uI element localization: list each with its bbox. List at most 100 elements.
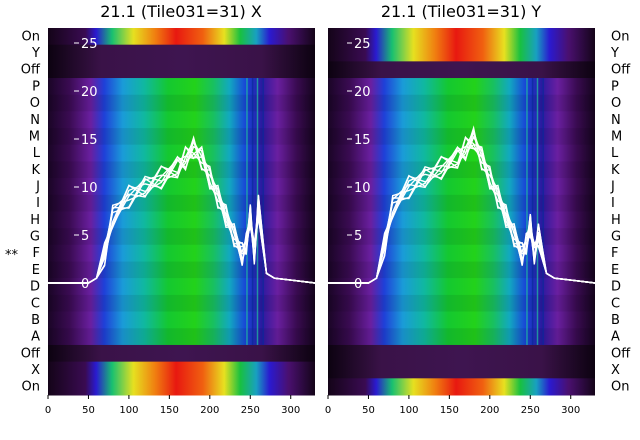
- row-label-20: X: [31, 363, 40, 378]
- heatmap-row-9: [328, 178, 595, 196]
- overlay-tick-label-0: 25: [354, 37, 371, 52]
- row-label-15: D: [611, 280, 621, 295]
- row-label-5: N: [30, 113, 40, 128]
- overlay-line-7: [328, 143, 596, 284]
- heatmap-row-18: [328, 328, 595, 346]
- heatmap-row-19: [328, 344, 595, 363]
- row-label-1: Y: [610, 46, 619, 61]
- heatmap-row-2: [48, 61, 315, 79]
- heatmap-row-1: [48, 44, 315, 62]
- chart-title-right: 21.1 (Tile031=31) Y: [381, 2, 542, 21]
- row-label-10: I: [36, 196, 40, 211]
- row-label-0: On: [22, 29, 40, 44]
- x-tick-label-0: 0: [325, 405, 331, 416]
- row-label-19: Off: [21, 346, 41, 361]
- overlay-tick-label-0: 25: [81, 37, 98, 52]
- heatmap-row-shade-8: [328, 161, 595, 179]
- x-tick-label-3: 150: [160, 405, 179, 416]
- heatmap-stripe-2: [536, 78, 539, 345]
- x-tick-label-2: 100: [119, 405, 138, 416]
- heatmap-row-shade-4: [48, 94, 315, 112]
- overlay-tick-label-1: 20: [354, 85, 371, 100]
- row-label-2: Off: [21, 63, 41, 78]
- heatmap-row-19: [48, 344, 315, 363]
- row-label-6: M: [611, 129, 622, 144]
- chart-title-left: 21.1 (Tile031=31) X: [100, 2, 262, 21]
- row-label-7: L: [611, 146, 619, 161]
- row-label-0: On: [611, 29, 629, 44]
- row-label-8: K: [611, 163, 620, 178]
- overlay-tick-label-5: 0: [354, 277, 362, 292]
- heatmap-row-shade-14: [48, 261, 315, 279]
- heatmap-row-1: [328, 44, 595, 62]
- heatmap-row-shade-10: [48, 194, 315, 212]
- heatmap-row-0: [48, 28, 315, 46]
- heatmap-stripe-3: [542, 78, 544, 345]
- heatmap-row-21: [48, 378, 315, 396]
- heatmap-row-5: [48, 111, 315, 129]
- x-tick-label-4: 200: [480, 405, 499, 416]
- row-label-3: P: [32, 79, 40, 94]
- row-label-18: A: [611, 330, 620, 345]
- x-tick-label-5: 250: [521, 405, 540, 416]
- row-label-2: Off: [611, 63, 631, 78]
- row-label-18: A: [31, 330, 40, 345]
- heatmap-row-3: [328, 78, 595, 96]
- heatmap-row-20: [48, 361, 315, 379]
- row-label-10: I: [611, 196, 615, 211]
- marked-row-indicator: **: [5, 248, 19, 263]
- heatmap-row-shade-6: [328, 128, 595, 145]
- heatmap-stripe-1: [251, 78, 254, 345]
- heatmap-row-16: [48, 294, 315, 313]
- heatmap-row-11: [328, 211, 595, 229]
- row-label-14: E: [32, 263, 40, 278]
- row-label-15: D: [30, 280, 40, 295]
- row-label-19: Off: [611, 346, 631, 361]
- row-label-17: B: [611, 313, 620, 328]
- heatmap-row-2: [328, 61, 595, 79]
- row-label-16: C: [611, 296, 620, 311]
- heatmap-row-shade-6: [48, 128, 315, 145]
- row-label-4: O: [30, 96, 40, 111]
- x-tick-label-5: 250: [241, 405, 260, 416]
- heatmap-row-4: [328, 94, 595, 112]
- heatmap-row-6: [48, 128, 315, 146]
- heatmap-row-6: [328, 128, 595, 146]
- overlay-tick-label-2: 15: [81, 133, 98, 148]
- x-tick-label-1: 50: [362, 405, 375, 416]
- row-label-4: O: [611, 96, 621, 111]
- row-label-3: P: [611, 79, 619, 94]
- heatmap-row-15: [328, 278, 595, 296]
- heatmap-row-shade-8: [48, 161, 315, 179]
- overlay-tick-label-2: 15: [354, 133, 371, 148]
- x-tick-label-6: 300: [561, 405, 580, 416]
- overlay-tick-label-4: 5: [354, 229, 362, 244]
- row-label-12: G: [30, 230, 40, 245]
- x-tick-label-6: 300: [281, 405, 300, 416]
- x-tick-label-0: 0: [45, 405, 51, 416]
- heatmap-row-5: [328, 111, 595, 129]
- row-label-21: On: [611, 380, 629, 395]
- overlay-tick-label-5: 0: [81, 277, 89, 292]
- row-label-11: H: [611, 213, 621, 228]
- row-label-13: F: [611, 246, 618, 261]
- row-label-12: G: [611, 230, 621, 245]
- heatmap-row-4: [48, 94, 315, 112]
- row-label-14: E: [611, 263, 619, 278]
- row-label-5: N: [611, 113, 621, 128]
- heatmap-row-14: [48, 261, 315, 279]
- heatmap-stripe-0: [246, 78, 248, 345]
- heatmap-row-14: [328, 261, 595, 279]
- heatmap-row-13: [328, 244, 595, 263]
- x-tick-label-3: 150: [440, 405, 459, 416]
- row-label-11: H: [30, 213, 40, 228]
- overlay-tick-label-3: 10: [81, 181, 98, 196]
- heatmap-row-shade-16: [48, 294, 315, 312]
- heatmap-row-9: [48, 178, 315, 196]
- heatmap-row-18: [48, 328, 315, 346]
- heatmap-row-21: [328, 378, 595, 396]
- heatmap-row-0: [328, 28, 595, 46]
- heatmap-stripe-1: [531, 78, 534, 345]
